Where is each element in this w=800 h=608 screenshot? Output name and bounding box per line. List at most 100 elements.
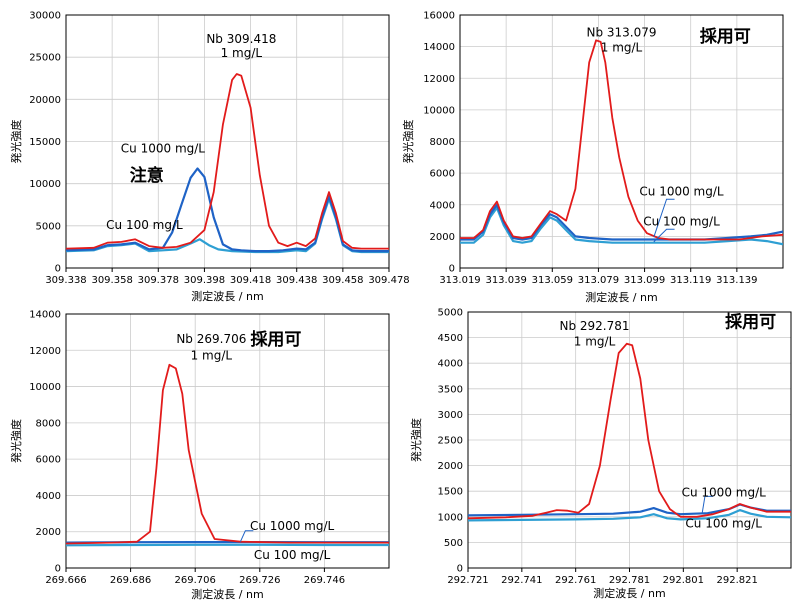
y-tick-label: 14000 bbox=[29, 310, 61, 321]
y-tick-label: 30000 bbox=[29, 11, 61, 22]
x-tick-label: 309.338 bbox=[45, 275, 86, 286]
plot-border bbox=[65, 313, 390, 569]
series-line-cu100 bbox=[468, 509, 791, 522]
x-tick-label: 309.358 bbox=[91, 275, 132, 286]
y-tick-label: 4000 bbox=[430, 200, 455, 211]
series-line-nb bbox=[66, 73, 389, 250]
y-axis-title: 発光強度 bbox=[409, 418, 423, 462]
callout-line bbox=[653, 198, 675, 238]
annotation-label: 1 mg/L bbox=[601, 40, 643, 54]
x-axis-title: 測定波長 / nm bbox=[191, 587, 263, 601]
y-tick-label: 6000 bbox=[36, 455, 61, 466]
y-tick-label: 10000 bbox=[29, 179, 61, 190]
plot-border bbox=[467, 311, 792, 569]
annotation-label: Cu 1000 mg/L bbox=[682, 485, 767, 499]
y-tick-label: 2500 bbox=[438, 436, 463, 447]
chart-panel-1: 0 5000 10000 15000 20000 25000 30000 309.338 309… bbox=[9, 11, 410, 304]
plot-border bbox=[65, 14, 390, 269]
x-tick-label: 269.686 bbox=[110, 575, 151, 586]
x-tick-label: 313.039 bbox=[485, 275, 526, 286]
y-tick-label: 10000 bbox=[423, 105, 455, 116]
y-axis-title: 発光強度 bbox=[9, 120, 23, 164]
annotation-label: 1 mg/L bbox=[191, 348, 233, 362]
annotation-label: Cu 100 mg/L bbox=[254, 548, 331, 562]
annotation-label: Nb 292.781 bbox=[559, 319, 629, 333]
y-tick-label: 0 bbox=[55, 564, 61, 575]
y-tick-label: 15000 bbox=[29, 137, 61, 148]
y-tick-label: 16000 bbox=[423, 11, 455, 22]
y-tick-label: 8000 bbox=[36, 418, 61, 429]
annotation-label: Nb 309.418 bbox=[206, 32, 276, 46]
x-tick-label: 309.378 bbox=[138, 275, 179, 286]
annotation-label: 1 mg/L bbox=[221, 46, 263, 60]
plot-area bbox=[65, 313, 390, 569]
y-tick-label: 3000 bbox=[438, 410, 463, 421]
x-tick-label: 313.079 bbox=[578, 275, 619, 286]
evaluation-note: 採用可 bbox=[700, 26, 751, 47]
x-tick-label: 269.726 bbox=[239, 575, 280, 586]
annotation-label: Cu 100 mg/L bbox=[643, 214, 720, 228]
x-axis-title: 測定波長 / nm bbox=[593, 586, 665, 600]
annotation-label: Nb 313.079 bbox=[586, 25, 656, 39]
x-tick-label: 269.746 bbox=[304, 575, 345, 586]
x-tick-label: 313.059 bbox=[532, 275, 573, 286]
y-tick-label: 4000 bbox=[438, 359, 463, 370]
x-tick-label: 292.741 bbox=[501, 575, 542, 586]
y-axis-title: 発光強度 bbox=[401, 120, 415, 164]
x-tick-label: 313.019 bbox=[439, 275, 480, 286]
y-tick-label: 2000 bbox=[430, 232, 455, 243]
x-tick-label: 292.781 bbox=[609, 575, 650, 586]
annotation-label: Cu 100 mg/L bbox=[685, 517, 762, 531]
annotation-label: Cu 1000 mg/L bbox=[121, 141, 206, 155]
series-line-nb bbox=[468, 342, 791, 520]
y-tick-label: 500 bbox=[444, 538, 463, 549]
x-tick-label: 313.119 bbox=[670, 275, 711, 286]
y-tick-label: 3500 bbox=[438, 384, 463, 395]
plot-border bbox=[459, 14, 784, 269]
x-tick-label: 292.821 bbox=[716, 575, 757, 586]
y-tick-label: 1500 bbox=[438, 487, 463, 498]
y-tick-label: 0 bbox=[449, 264, 455, 275]
x-tick-label: 292.801 bbox=[663, 575, 704, 586]
y-axis-title: 発光強度 bbox=[9, 419, 23, 463]
x-tick-label: 313.139 bbox=[716, 275, 757, 286]
y-tick-label: 2000 bbox=[36, 527, 61, 538]
chart-panel-3: 0 2000 4000 6000 8000 10000 12000 14000 269.666 2… bbox=[9, 310, 390, 601]
chart-panel-4: 0 500 1000 1500 2000 2500 3000 3500 4000 4500 5000… bbox=[409, 308, 792, 600]
y-tick-label: 25000 bbox=[29, 53, 61, 64]
y-tick-label: 6000 bbox=[430, 169, 455, 180]
series-line-cu100 bbox=[66, 543, 389, 547]
x-tick-label: 309.418 bbox=[230, 275, 271, 286]
x-tick-label: 309.398 bbox=[184, 275, 225, 286]
x-tick-label: 292.761 bbox=[555, 575, 596, 586]
evaluation-note: 注意 bbox=[130, 165, 164, 186]
series-line-nb bbox=[460, 39, 783, 241]
x-tick-label: 292.721 bbox=[447, 575, 488, 586]
x-tick-label: 269.666 bbox=[45, 575, 86, 586]
x-axis-title: 測定波長 / nm bbox=[585, 290, 657, 304]
y-tick-label: 12000 bbox=[29, 346, 61, 357]
callout-line bbox=[701, 495, 713, 514]
x-tick-label: 309.478 bbox=[368, 275, 409, 286]
x-tick-label: 269.706 bbox=[175, 575, 216, 586]
evaluation-note: 採用可 bbox=[250, 329, 301, 350]
y-tick-label: 12000 bbox=[423, 74, 455, 85]
annotation-label: Cu 1000 mg/L bbox=[250, 519, 335, 533]
series-line-cu100 bbox=[460, 206, 783, 246]
chart-panel-2: 0 2000 4000 6000 8000 10000 12000 14000 16000 313… bbox=[401, 11, 784, 304]
y-tick-label: 5000 bbox=[438, 308, 463, 319]
y-tick-label: 0 bbox=[55, 264, 61, 275]
y-tick-label: 0 bbox=[457, 564, 463, 575]
y-tick-label: 20000 bbox=[29, 95, 61, 106]
x-tick-label: 309.458 bbox=[322, 275, 363, 286]
annotation-label: Cu 100 mg/L bbox=[106, 218, 183, 232]
annotation-label: Nb 269.706 bbox=[176, 332, 246, 346]
annotation-label: 1 mg/L bbox=[574, 334, 616, 348]
x-tick-label: 309.438 bbox=[276, 275, 317, 286]
y-tick-label: 4000 bbox=[36, 491, 61, 502]
callout-line bbox=[239, 530, 254, 542]
y-tick-label: 2000 bbox=[438, 461, 463, 472]
y-tick-label: 1000 bbox=[438, 512, 463, 523]
y-tick-label: 14000 bbox=[423, 42, 455, 53]
